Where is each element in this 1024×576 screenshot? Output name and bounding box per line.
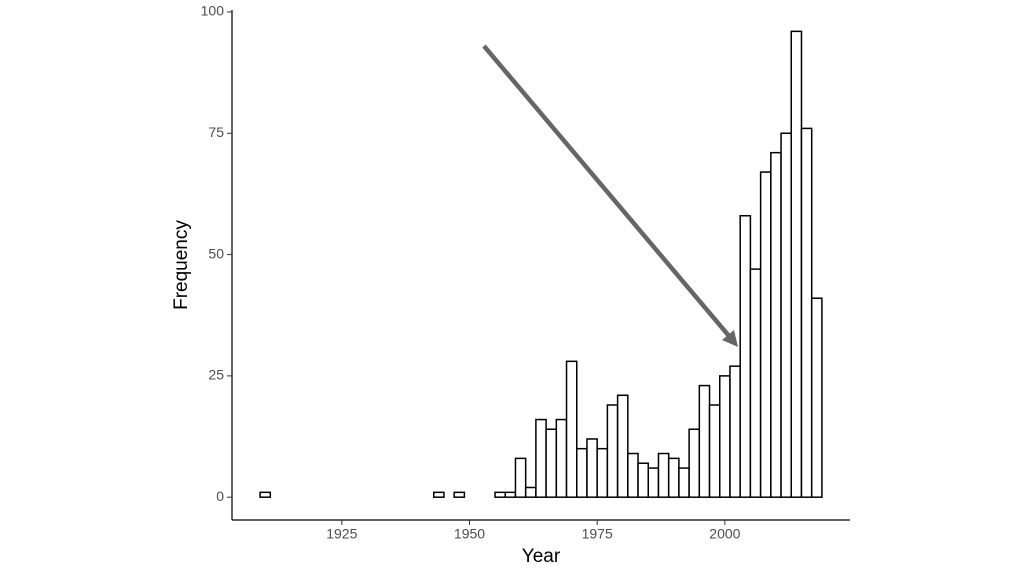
bar xyxy=(606,404,619,498)
x-axis-title: Year xyxy=(522,546,561,567)
y-axis-title: Frequency xyxy=(171,220,192,310)
bar xyxy=(535,418,547,498)
y-tick-label: 0 xyxy=(216,488,224,504)
bar xyxy=(545,428,558,498)
bar xyxy=(708,404,721,498)
bar xyxy=(657,452,670,498)
bar xyxy=(810,297,823,498)
bar xyxy=(616,394,629,498)
bar xyxy=(688,428,701,498)
bar xyxy=(586,438,598,498)
bar xyxy=(555,418,568,498)
bar xyxy=(719,375,731,498)
bar xyxy=(678,467,690,498)
y-tick-label: 50 xyxy=(208,245,224,261)
x-tick-label: 1950 xyxy=(454,526,485,542)
bar xyxy=(770,151,782,498)
bar xyxy=(565,360,578,498)
bar xyxy=(698,384,711,498)
x-tick-label: 1925 xyxy=(326,526,357,542)
bar xyxy=(596,447,609,498)
bar xyxy=(800,127,813,498)
bar xyxy=(514,457,527,498)
y-tick-label: 75 xyxy=(208,124,224,140)
annotation-arrow xyxy=(482,44,731,338)
bar xyxy=(524,486,537,498)
bar xyxy=(749,268,762,498)
bar xyxy=(759,171,772,498)
bar xyxy=(790,30,803,498)
y-tick-label: 100 xyxy=(201,3,225,19)
bar xyxy=(739,214,752,498)
bar xyxy=(576,447,588,498)
x-tick-label: 1975 xyxy=(582,526,613,542)
bar xyxy=(627,452,639,498)
bar xyxy=(780,132,793,498)
bar xyxy=(637,462,650,498)
bar xyxy=(494,491,506,498)
bar xyxy=(453,491,466,498)
bar xyxy=(647,467,660,498)
y-tick-label: 25 xyxy=(208,367,224,383)
annotation-arrowhead xyxy=(722,330,738,347)
bar xyxy=(729,365,741,498)
x-tick-label: 2000 xyxy=(709,526,740,542)
bar xyxy=(504,491,517,498)
bar xyxy=(259,491,272,498)
bar xyxy=(432,491,445,498)
bar xyxy=(667,457,680,498)
